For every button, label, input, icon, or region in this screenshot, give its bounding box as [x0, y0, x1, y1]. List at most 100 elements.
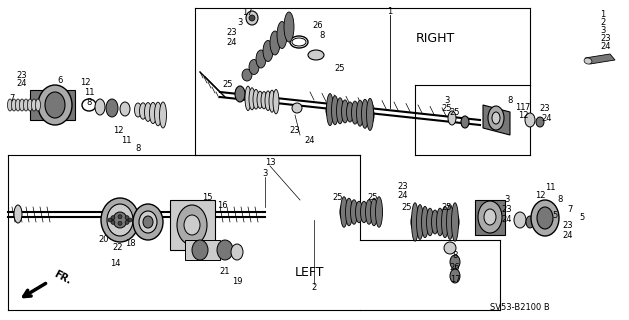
Text: 24: 24: [304, 135, 315, 145]
Ellipse shape: [450, 269, 460, 283]
Text: 11: 11: [545, 182, 555, 191]
Ellipse shape: [362, 99, 369, 128]
Text: 15: 15: [202, 193, 212, 202]
Ellipse shape: [337, 98, 343, 124]
Ellipse shape: [484, 209, 496, 225]
Text: LEFT: LEFT: [295, 266, 325, 278]
Ellipse shape: [135, 103, 142, 117]
Ellipse shape: [411, 203, 418, 241]
Ellipse shape: [426, 208, 433, 236]
Ellipse shape: [19, 99, 25, 111]
Text: 20: 20: [99, 236, 109, 244]
Ellipse shape: [450, 255, 460, 269]
Text: 26: 26: [313, 20, 323, 29]
Ellipse shape: [514, 212, 526, 228]
Text: SV53-B2100 B: SV53-B2100 B: [490, 303, 550, 313]
Ellipse shape: [376, 197, 382, 227]
Ellipse shape: [155, 102, 162, 126]
Ellipse shape: [249, 15, 255, 21]
Text: 25: 25: [335, 63, 345, 73]
Ellipse shape: [263, 41, 273, 61]
Ellipse shape: [35, 99, 40, 111]
Text: 5: 5: [579, 213, 584, 222]
Ellipse shape: [249, 88, 255, 110]
Ellipse shape: [265, 91, 271, 110]
Ellipse shape: [257, 91, 263, 108]
Ellipse shape: [140, 103, 147, 119]
Text: 12: 12: [113, 125, 123, 134]
Ellipse shape: [160, 102, 167, 128]
Ellipse shape: [352, 101, 359, 124]
Text: 7: 7: [567, 205, 572, 214]
Ellipse shape: [256, 50, 266, 68]
Ellipse shape: [340, 197, 347, 227]
Ellipse shape: [235, 86, 245, 102]
Text: 8: 8: [452, 251, 458, 260]
Text: 3: 3: [444, 95, 450, 105]
Text: FR.: FR.: [52, 269, 72, 287]
Ellipse shape: [357, 100, 364, 126]
Text: 12: 12: [535, 190, 545, 199]
Text: 8: 8: [320, 30, 325, 39]
Ellipse shape: [118, 221, 122, 225]
Text: 23: 23: [600, 34, 611, 43]
Ellipse shape: [374, 203, 382, 221]
Text: 23: 23: [540, 103, 550, 113]
Ellipse shape: [31, 99, 36, 111]
Ellipse shape: [452, 203, 459, 241]
Ellipse shape: [366, 106, 374, 124]
Text: 8: 8: [508, 95, 513, 105]
Text: RIGHT: RIGHT: [415, 31, 455, 44]
Text: 8: 8: [557, 196, 563, 204]
Ellipse shape: [177, 205, 207, 245]
Text: 24: 24: [398, 191, 408, 201]
Text: 24: 24: [542, 114, 552, 123]
Ellipse shape: [133, 204, 163, 240]
Ellipse shape: [365, 200, 372, 224]
Text: 13: 13: [265, 157, 276, 166]
Text: 3: 3: [600, 26, 605, 35]
Text: 2: 2: [600, 18, 605, 27]
Text: 25: 25: [402, 203, 412, 212]
Text: 8: 8: [135, 143, 141, 153]
Text: 25: 25: [368, 194, 378, 203]
Text: 24: 24: [563, 230, 573, 239]
Text: 24: 24: [502, 215, 512, 225]
Text: 23: 23: [502, 205, 512, 214]
Ellipse shape: [107, 204, 133, 236]
Text: 23: 23: [398, 181, 408, 190]
Ellipse shape: [270, 31, 280, 55]
Ellipse shape: [128, 218, 132, 222]
Ellipse shape: [125, 220, 129, 224]
Polygon shape: [475, 200, 505, 235]
Text: 3: 3: [504, 196, 509, 204]
Text: 3: 3: [262, 169, 268, 178]
Ellipse shape: [108, 218, 112, 222]
Text: 22: 22: [113, 244, 123, 252]
Text: 7: 7: [525, 102, 530, 111]
Ellipse shape: [113, 212, 127, 228]
Text: 19: 19: [231, 277, 242, 286]
Ellipse shape: [492, 112, 500, 124]
Ellipse shape: [447, 204, 454, 239]
Ellipse shape: [145, 103, 152, 121]
Ellipse shape: [95, 99, 105, 115]
Ellipse shape: [308, 50, 324, 60]
Ellipse shape: [537, 207, 553, 229]
Polygon shape: [170, 200, 215, 250]
Ellipse shape: [16, 99, 21, 111]
Text: 23: 23: [17, 70, 27, 79]
Ellipse shape: [451, 213, 459, 231]
Ellipse shape: [478, 201, 502, 233]
Ellipse shape: [531, 200, 559, 236]
Text: 18: 18: [125, 238, 135, 247]
Ellipse shape: [345, 198, 352, 226]
Ellipse shape: [125, 216, 129, 220]
Text: 12: 12: [518, 110, 528, 119]
Ellipse shape: [488, 106, 504, 130]
Polygon shape: [585, 54, 615, 64]
Ellipse shape: [269, 90, 275, 112]
Ellipse shape: [38, 85, 72, 125]
Ellipse shape: [101, 198, 139, 242]
Ellipse shape: [106, 99, 118, 117]
